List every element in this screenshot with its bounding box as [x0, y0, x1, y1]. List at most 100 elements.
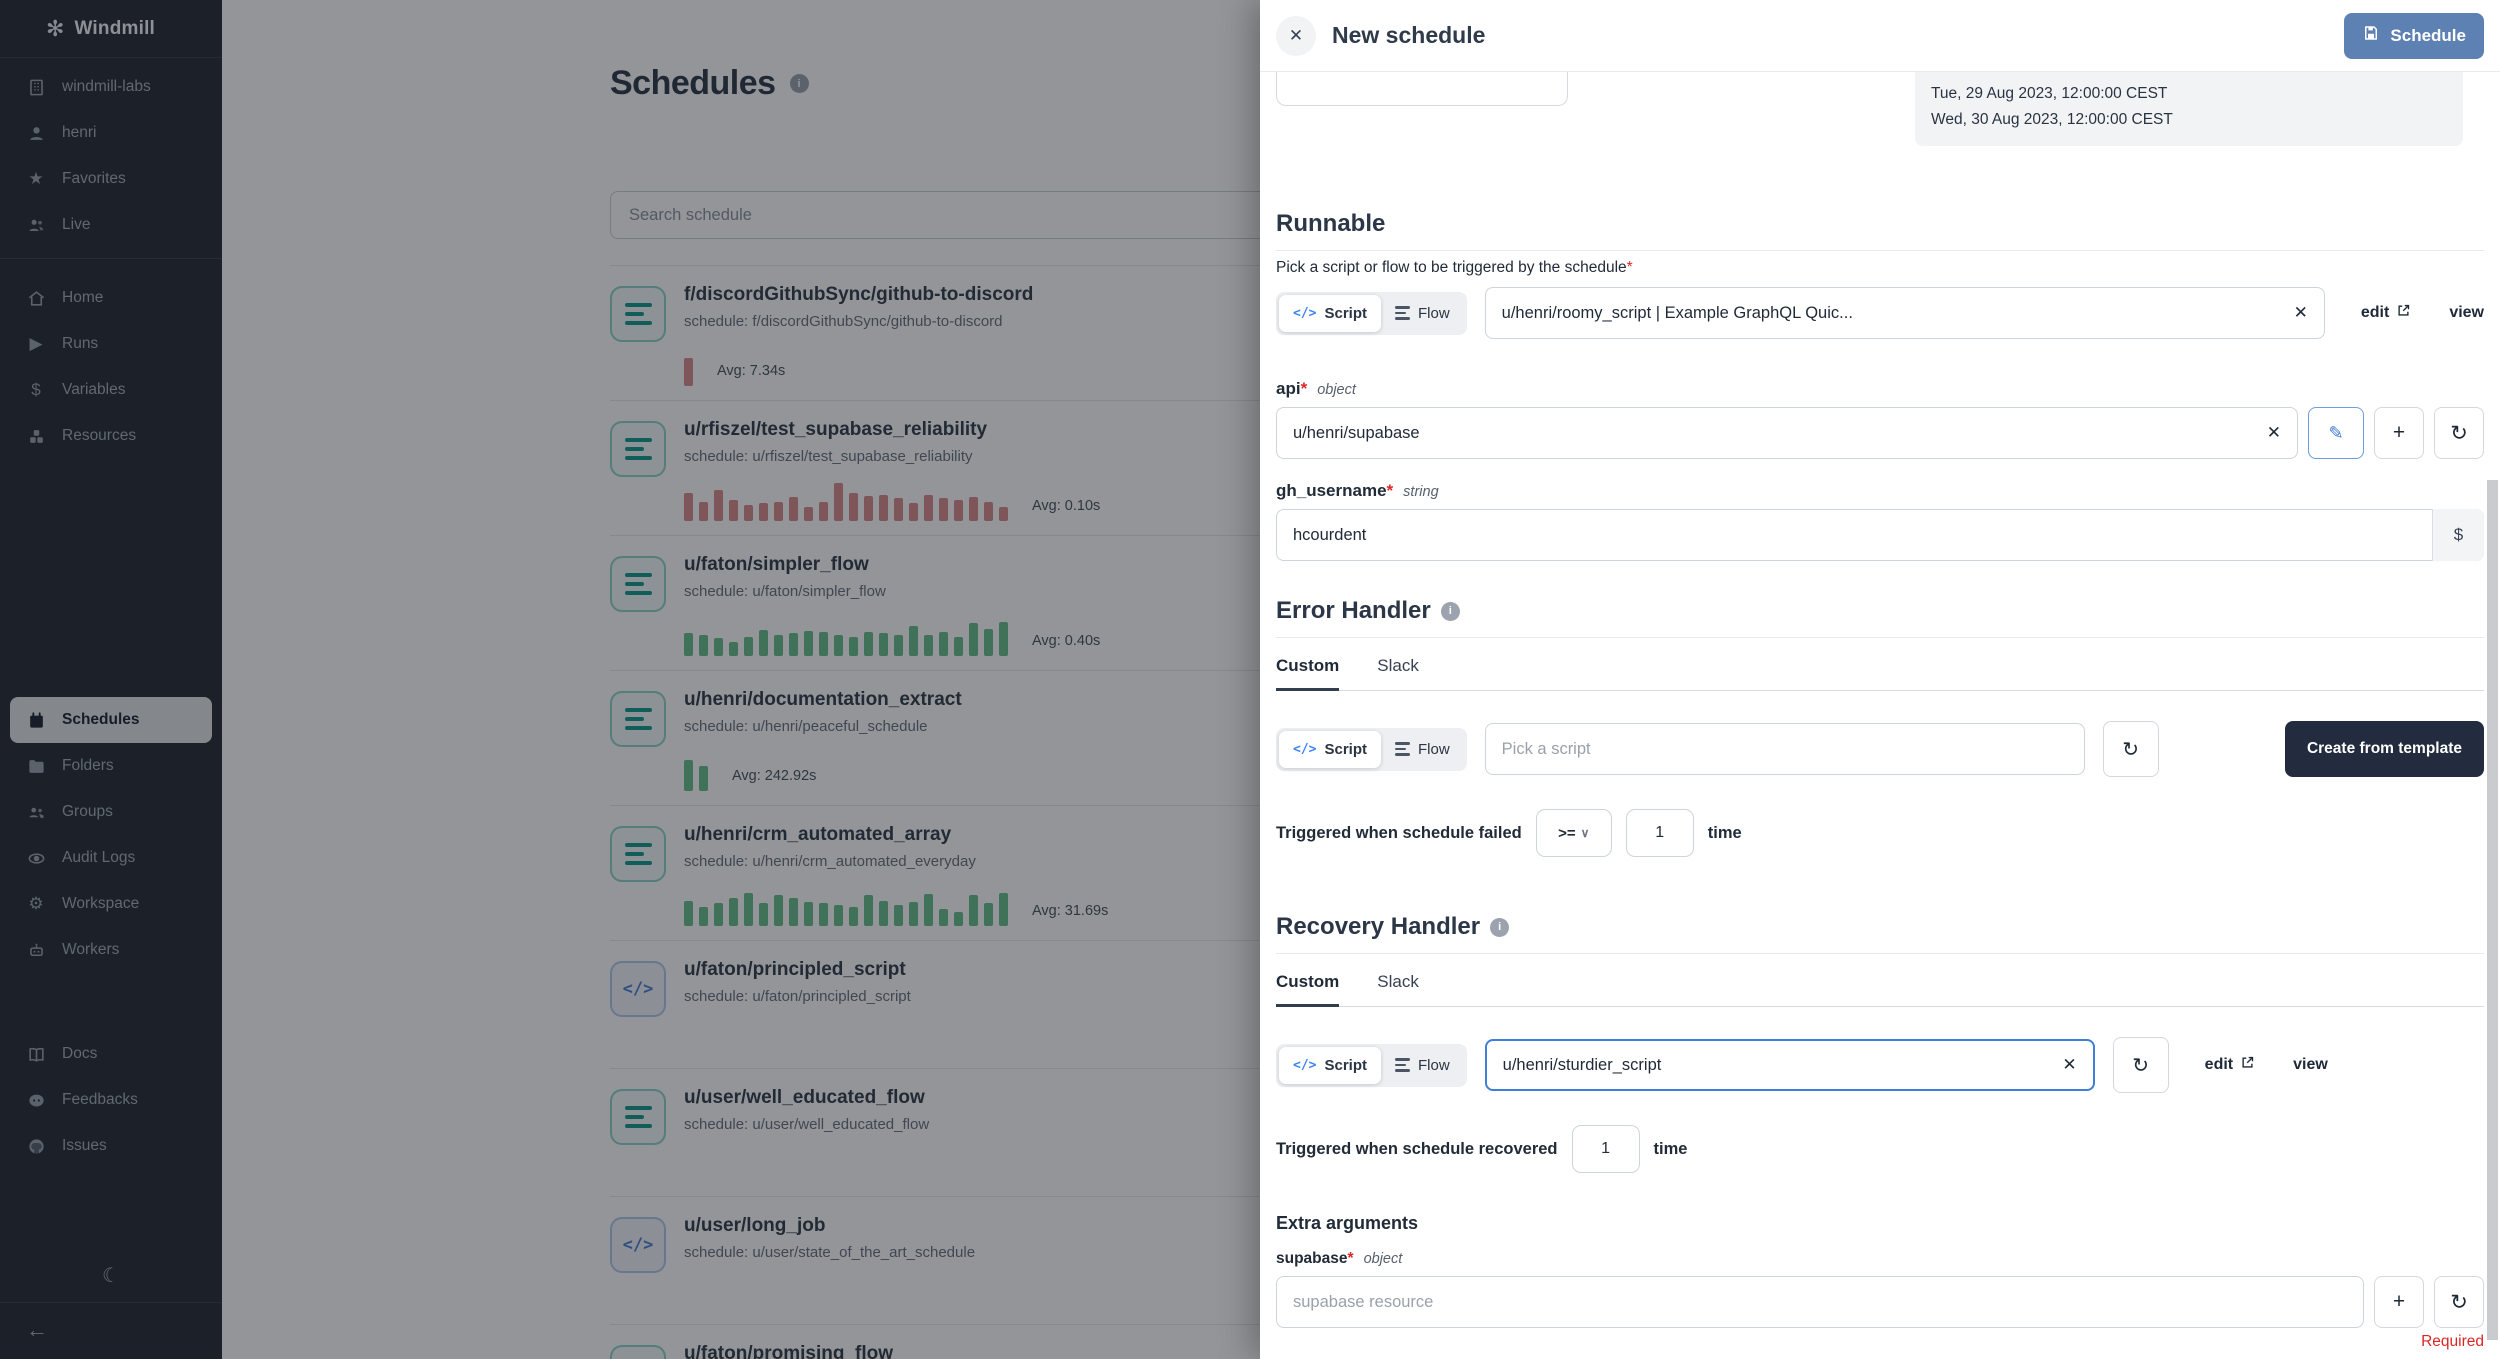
drawer-title: New schedule [1332, 22, 1486, 48]
schedule-row[interactable]: u/faton/promising_flow [610, 1325, 2250, 1359]
sidebar-item-docs[interactable]: Docs [10, 1031, 212, 1077]
toggle-flow[interactable]: Flow [1381, 295, 1464, 332]
view-script-link[interactable]: view [2293, 1056, 2328, 1073]
toggle-flow[interactable]: Flow [1381, 731, 1464, 768]
refresh-button[interactable]: ↻ [2112, 1037, 2169, 1093]
tab-slack[interactable]: Slack [1377, 656, 1419, 675]
cubes-icon [26, 427, 46, 446]
edit-resource-button[interactable]: ✎ [2308, 407, 2364, 459]
runnable-path-input[interactable]: u/henri/roomy_script | Example GraphQL Q… [1484, 287, 2325, 339]
avg-duration-label: Avg: 7.34s [717, 363, 786, 379]
sidebar-item-groups[interactable]: Groups [10, 789, 212, 835]
trigger-recovered-label: Triggered when schedule recovered [1276, 1139, 1558, 1158]
sidebar-item-label: Workers [62, 941, 120, 958]
close-drawer-button[interactable]: ✕ [1276, 15, 1316, 56]
tab-slack[interactable]: Slack [1377, 972, 1419, 991]
clear-icon[interactable]: ✕ [2266, 423, 2281, 442]
recovery-handler-script-input[interactable]: u/henri/sturdier_script ✕ [1484, 1039, 2095, 1091]
sidebar-item-feedbacks[interactable]: Feedbacks [10, 1077, 212, 1123]
clear-icon[interactable]: ✕ [2293, 303, 2308, 322]
schedule-path: schedule: u/henri/peaceful_schedule [684, 718, 928, 735]
edit-script-link[interactable]: edit [2361, 303, 2411, 323]
api-resource-input[interactable]: u/henri/supabase ✕ [1276, 407, 2298, 459]
script-flow-toggle: </> Script Flow [1276, 1043, 1467, 1087]
gh-username-input[interactable]: hcourdent $ [1276, 509, 2484, 561]
sidebar-divider [0, 258, 222, 259]
sidebar-item-live[interactable]: Live [10, 202, 212, 248]
tab-custom[interactable]: Custom [1276, 972, 1340, 1007]
arg-name-api: api* [1276, 379, 1308, 398]
refresh-button[interactable]: ↻ [2102, 721, 2159, 777]
sidebar-item-audit-logs[interactable]: Audit Logs [10, 835, 212, 881]
run-duration-bars [684, 616, 1008, 656]
drawer-scrollbar[interactable] [2487, 480, 2498, 1340]
info-icon[interactable]: i [1440, 601, 1460, 621]
code-icon: </> [1293, 305, 1317, 321]
add-resource-button[interactable]: + [2374, 1276, 2424, 1328]
info-icon[interactable]: i [1490, 917, 1510, 937]
toggle-flow[interactable]: Flow [1381, 1047, 1464, 1084]
create-from-template-button[interactable]: Create from template [2284, 721, 2484, 777]
arg-name-gh-username: gh_username* [1276, 481, 1394, 500]
info-icon[interactable]: i [789, 74, 809, 93]
schedule-path: schedule: u/henri/crm_automated_everyday [684, 853, 976, 870]
error-handler-script-input[interactable]: Pick a script [1484, 723, 2085, 775]
sidebar-item-label: Feedbacks [62, 1091, 138, 1108]
home-icon [26, 289, 46, 308]
failed-count-input[interactable] [1625, 809, 1694, 857]
script-icon: </> [610, 961, 666, 1017]
schedule-run-stats: Avg: 7.34s [684, 346, 2250, 386]
supabase-resource-input[interactable]: supabase resource [1276, 1276, 2364, 1328]
sidebar-item-label: Live [62, 216, 91, 233]
theme-toggle-moon-icon[interactable]: ☾ [102, 1265, 120, 1287]
app-logo-label: Windmill [74, 17, 156, 39]
cron-input-partial[interactable] [1276, 72, 1568, 106]
edit-script-link[interactable]: edit [2205, 1055, 2255, 1075]
refresh-resource-button[interactable]: ↻ [2434, 1276, 2484, 1328]
star-icon: ★ [28, 169, 44, 188]
sidebar-item-label: Schedules [62, 711, 140, 728]
sidebar-item-favorites[interactable]: ★ Favorites [10, 156, 212, 202]
sidebar-item-label: Folders [62, 757, 114, 774]
sidebar-item-resources[interactable]: Resources [10, 413, 212, 459]
close-icon: ✕ [1288, 25, 1304, 45]
schedule-name: u/user/well_educated_flow [684, 1087, 925, 1108]
schedule-path: schedule: u/rfiszel/test_supabase_reliab… [684, 448, 973, 465]
recovered-count-input[interactable] [1571, 1125, 1640, 1173]
schedule-path: schedule: u/user/well_educated_flow [684, 1116, 930, 1133]
schedule-name: u/user/long_job [684, 1215, 826, 1236]
toggle-script[interactable]: </> Script [1279, 294, 1381, 332]
sidebar-item-home[interactable]: Home [10, 275, 212, 321]
sidebar-item-workspace-settings[interactable]: ⚙ Workspace [10, 881, 212, 927]
sidebar-item-user[interactable]: henri [10, 110, 212, 156]
calendar-icon [26, 711, 46, 730]
sidebar-item-runs[interactable]: ▶ Runs [10, 321, 212, 367]
external-link-icon [2240, 1055, 2255, 1075]
app-logo[interactable]: ✻ Windmill [0, 0, 222, 58]
script-flow-toggle: </> Script Flow [1276, 291, 1467, 335]
sidebar-item-schedules[interactable]: Schedules [10, 697, 212, 743]
sidebar-item-folders[interactable]: Folders [10, 743, 212, 789]
sidebar-item-issues[interactable]: Issues [10, 1123, 212, 1169]
operator-select[interactable]: >= ∨ [1535, 809, 1612, 857]
insert-variable-button[interactable]: $ [2432, 509, 2484, 561]
sidebar-item-workers[interactable]: Workers [10, 927, 212, 973]
toggle-script[interactable]: </> Script [1279, 1046, 1381, 1084]
schedule-save-button[interactable]: Schedule [2344, 12, 2484, 59]
github-icon [26, 1137, 46, 1156]
sidebar-item-label: Home [62, 289, 104, 306]
tab-custom[interactable]: Custom [1276, 656, 1340, 691]
sidebar-item-variables[interactable]: $ Variables [10, 367, 212, 413]
clear-icon[interactable]: ✕ [2062, 1055, 2077, 1074]
view-script-link[interactable]: view [2449, 304, 2484, 321]
sidebar-item-label: windmill-labs [62, 78, 151, 95]
gear-icon: ⚙ [28, 894, 44, 913]
schedule-row[interactable]: u/rfiszel/test_supabase_reliability sche… [610, 401, 2250, 536]
toggle-script[interactable]: </> Script [1279, 730, 1381, 768]
collapse-sidebar-arrow-icon[interactable]: ← [26, 1317, 48, 1342]
play-icon: ▶ [29, 334, 43, 353]
add-resource-button[interactable]: + [2374, 407, 2424, 459]
sidebar-item-workspace[interactable]: windmill-labs [10, 64, 212, 110]
refresh-resource-button[interactable]: ↻ [2434, 407, 2484, 459]
sidebar: ✻ Windmill windmill-labs henri ★ Favorit… [0, 0, 222, 1359]
